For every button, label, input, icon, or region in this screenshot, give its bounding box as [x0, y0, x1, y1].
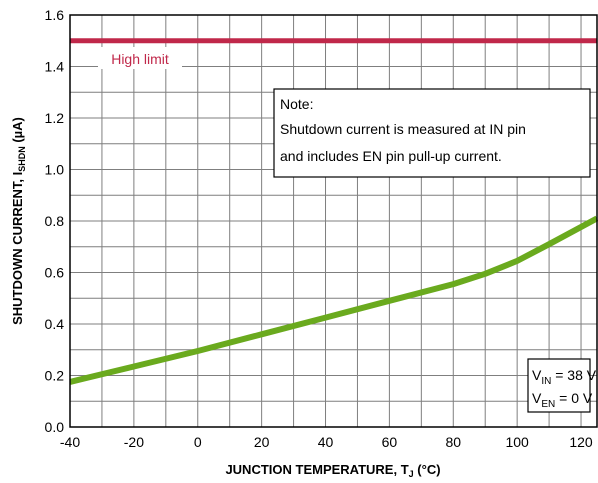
conditions-box: VIN = 38 V VEN = 0 V — [527, 358, 597, 413]
y-tick-label: 0.2 — [45, 368, 65, 384]
note-title: Note: — [280, 96, 313, 112]
plot-frame — [69, 14, 598, 428]
x-tick-label: -20 — [124, 434, 144, 450]
x-tick-label: 80 — [445, 434, 461, 450]
high-limit-label-bg — [98, 47, 182, 69]
note-line-1: Shutdown current is measured at IN pin — [280, 121, 526, 137]
condition-ven: VEN = 0 V — [532, 390, 593, 410]
shutdown-current-curve — [69, 215, 598, 385]
condition-vin: VIN = 38 V — [532, 367, 597, 387]
y-tick-label: 0.0 — [45, 419, 65, 435]
y-tick-label: 0.6 — [45, 265, 65, 281]
y-tick-labels: 0.0 0.2 0.4 0.6 0.8 1.0 1.2 1.4 1.6 — [45, 7, 65, 435]
x-axis-title: JUNCTION TEMPERATURE, TJ (°C) — [225, 462, 440, 479]
x-tick-labels: -40 -20 0 20 40 60 80 100 120 — [60, 434, 593, 450]
x-tick-label: 100 — [505, 434, 529, 450]
x-tick-label: 40 — [318, 434, 334, 450]
x-tick-label: 60 — [382, 434, 398, 450]
y-tick-label: 0.8 — [45, 213, 65, 229]
note-line-2: and includes EN pin pull-up current. — [280, 148, 502, 164]
y-axis-title: SHUTDOWN CURRENT, ISHDN (µA) — [10, 117, 27, 325]
series-layer — [69, 215, 598, 385]
high-limit-label: High limit — [111, 51, 169, 67]
reference-lines: High limit — [70, 38, 597, 69]
x-tick-label: 20 — [254, 434, 270, 450]
x-tick-label: -40 — [60, 434, 80, 450]
y-tick-label: 0.4 — [45, 316, 65, 332]
y-tick-label: 1.2 — [45, 110, 65, 126]
x-tick-label: 120 — [569, 434, 593, 450]
note-box: Note: Shutdown current is measured at IN… — [273, 88, 591, 178]
x-tick-label: 0 — [194, 434, 202, 450]
y-tick-label: 1.6 — [45, 7, 65, 23]
y-tick-label: 1.4 — [45, 59, 65, 75]
y-tick-label: 1.0 — [45, 162, 65, 178]
